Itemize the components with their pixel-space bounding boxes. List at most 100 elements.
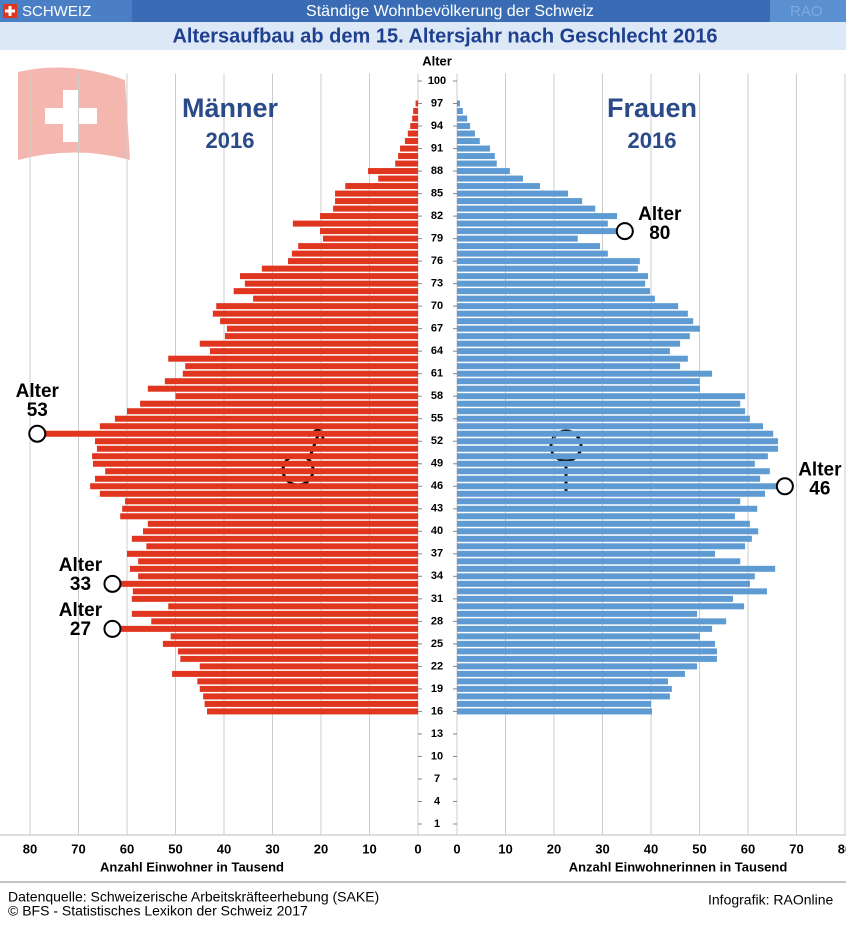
bar — [457, 550, 716, 557]
bar — [131, 535, 418, 542]
y-axis-title: Alter — [422, 53, 452, 68]
flag-decoration — [18, 67, 130, 160]
bar — [457, 633, 700, 640]
bar — [457, 280, 646, 287]
brand-box — [770, 0, 846, 22]
bar — [240, 273, 418, 280]
y-tick-label: 28 — [431, 615, 443, 627]
y-tick-label: 34 — [431, 570, 444, 582]
bar — [457, 340, 681, 347]
y-tick-label: 1 — [434, 818, 440, 830]
y-tick-label: 10 — [431, 750, 443, 762]
bar — [398, 153, 418, 160]
y-tick-label: 22 — [431, 660, 443, 672]
bar — [457, 243, 601, 250]
bar — [168, 355, 418, 362]
bar — [333, 205, 418, 212]
bar — [457, 498, 741, 505]
bar — [457, 415, 750, 422]
y-tick-label: 7 — [434, 773, 440, 785]
bar — [457, 198, 583, 205]
x-tick-label: 60 — [741, 841, 755, 856]
bar — [457, 535, 752, 542]
bar — [199, 663, 418, 670]
bar — [457, 258, 640, 265]
bar — [94, 475, 419, 482]
country-box — [0, 0, 132, 22]
bar — [457, 678, 668, 685]
chart-title: Ständige Wohnbevölkerung der Schweiz — [306, 3, 594, 20]
bar — [457, 453, 768, 460]
series-name: Männer — [182, 93, 279, 123]
header-bar — [0, 0, 846, 22]
annotation-marker — [103, 574, 122, 593]
bar — [291, 250, 418, 257]
y-tick-label: 31 — [431, 593, 443, 605]
y-tick-label: 61 — [431, 368, 443, 380]
annotation-marker — [103, 619, 122, 638]
bar — [457, 175, 523, 182]
bar — [207, 708, 418, 715]
bar — [457, 168, 510, 175]
bar — [138, 558, 418, 565]
bar — [457, 363, 681, 370]
x-axis-title: Anzahl Einwohner in Tausend — [100, 859, 284, 874]
x-axis-title: Anzahl Einwohnerinnen in Tausend — [569, 859, 788, 874]
bar — [457, 400, 741, 407]
bar — [122, 505, 419, 512]
bar — [112, 580, 418, 587]
bar — [400, 145, 418, 152]
bar — [457, 588, 767, 595]
bar — [457, 295, 655, 302]
bar — [140, 400, 418, 407]
bar — [457, 145, 490, 152]
bar — [457, 573, 755, 580]
bar — [457, 685, 672, 692]
bar — [96, 445, 419, 452]
x-tick-label: 10 — [498, 841, 512, 856]
bar — [199, 685, 418, 692]
bar — [457, 205, 596, 212]
bar — [143, 528, 418, 535]
bar — [457, 228, 625, 235]
annotation-label: Alter — [59, 600, 103, 621]
y-tick-label: 46 — [431, 480, 443, 492]
bar — [127, 550, 418, 557]
bar — [457, 610, 698, 617]
bar — [127, 408, 418, 415]
annotation-label: Alter — [16, 381, 60, 402]
brand: RAO — [790, 3, 823, 20]
footer-credit: Infografik: RAOnline — [708, 892, 833, 908]
bar — [147, 385, 419, 392]
bar — [457, 670, 685, 677]
y-tick-label: 19 — [431, 683, 443, 695]
country: SCHWEIZ — [22, 3, 91, 20]
bar — [457, 160, 497, 167]
bar — [415, 100, 418, 107]
bar — [457, 385, 700, 392]
x-tick-label: 60 — [120, 841, 134, 856]
x-tick-label: 30 — [265, 841, 279, 856]
bar — [99, 423, 418, 430]
x-tick-label: 70 — [789, 841, 803, 856]
annotation-age: 80 — [649, 223, 670, 244]
annotation-age: 46 — [809, 478, 830, 499]
y-tick-label: 64 — [431, 345, 444, 357]
bar — [457, 490, 765, 497]
bar — [298, 243, 418, 250]
y-tick-label: 100 — [428, 75, 446, 87]
bar — [457, 130, 475, 137]
bar — [457, 475, 761, 482]
bar — [457, 273, 649, 280]
bar — [457, 333, 690, 340]
bar — [457, 460, 755, 467]
x-tick-label: 50 — [692, 841, 706, 856]
y-tick-label: 37 — [431, 548, 443, 560]
bar — [105, 468, 419, 475]
series-name: Frauen — [607, 93, 697, 123]
bar — [457, 663, 698, 670]
annotation-label: Alter — [638, 204, 682, 225]
bar — [457, 558, 741, 565]
y-tick-label: 94 — [431, 120, 444, 132]
